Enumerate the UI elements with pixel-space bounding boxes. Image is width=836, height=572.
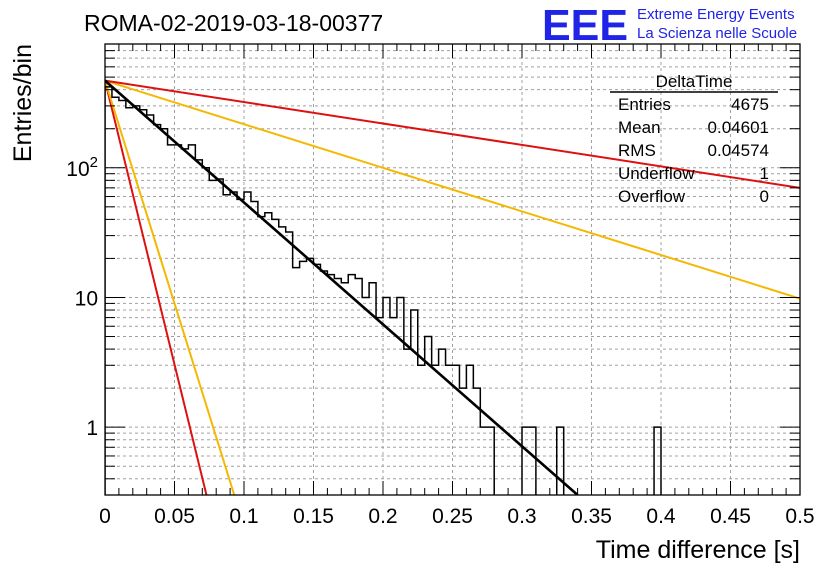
x-tick-label: 0.05 [154,505,195,528]
stats-label-rms: RMS [618,141,656,160]
curve-red-shallow [105,79,800,189]
stats-label-mean: Mean [618,118,661,137]
histogram-outline [105,86,662,495]
x-tick-labels: 0 0.05 0.1 0.15 0.2 0.25 0.3 0.35 0.4 0.45 0.5 [99,505,814,528]
x-tick-label: 0.2 [368,505,397,528]
y-axis-title: Entries/bin [9,44,37,162]
x-axis-title: Time difference [s] [596,536,800,564]
stats-label-underflow: Underflow [618,164,695,183]
x-tick-label: 0.5 [785,505,814,528]
histogram-layer [105,86,662,495]
stats-value-underflow: 1 [760,164,769,183]
x-tick-label: 0.45 [710,505,751,528]
x-tick-label: 0 [99,505,111,528]
fit-line [105,79,579,495]
eee-logo-mark: EEE [542,1,628,50]
x-tick-label: 0.15 [293,505,334,528]
logo-line-1: Extreme Energy Events [637,6,795,23]
curve-yellow-shallow [105,79,800,300]
curve-red-steep [105,80,208,495]
fit-layer [105,79,579,495]
x-tick-label: 0.25 [432,505,473,528]
stats-label-entries: Entries [618,95,671,114]
stats-title: DeltaTime [656,72,733,91]
stats-value-entries: 4675 [731,95,769,114]
y-tick-label: 1 [86,417,98,440]
stats-value-rms: 0.04574 [708,141,769,160]
axis-ticks [104,43,801,496]
stats-value-mean: 0.04601 [708,118,769,137]
y-tick-label: 10 [75,287,98,310]
curve-yellow-steep [105,80,236,495]
logo-line-2: La Scienza nelle Scuole [637,25,797,42]
y-tick-label: 102 [66,154,98,181]
stats-value-overflow: 0 [760,187,769,206]
stats-label-overflow: Overflow [618,187,686,206]
chart-title: ROMA-02-2019-03-18-00377 [84,10,383,36]
x-tick-label: 0.35 [571,505,612,528]
y-tick-labels: 1 10 102 [66,154,98,440]
stats-box: DeltaTime Entries 4675 Mean 0.04601 RMS … [610,72,778,206]
x-tick-label: 0.4 [646,505,676,528]
grid [105,43,800,496]
x-tick-label: 0.3 [507,505,536,528]
reference-curves [105,79,800,495]
x-tick-label: 0.1 [229,505,258,528]
